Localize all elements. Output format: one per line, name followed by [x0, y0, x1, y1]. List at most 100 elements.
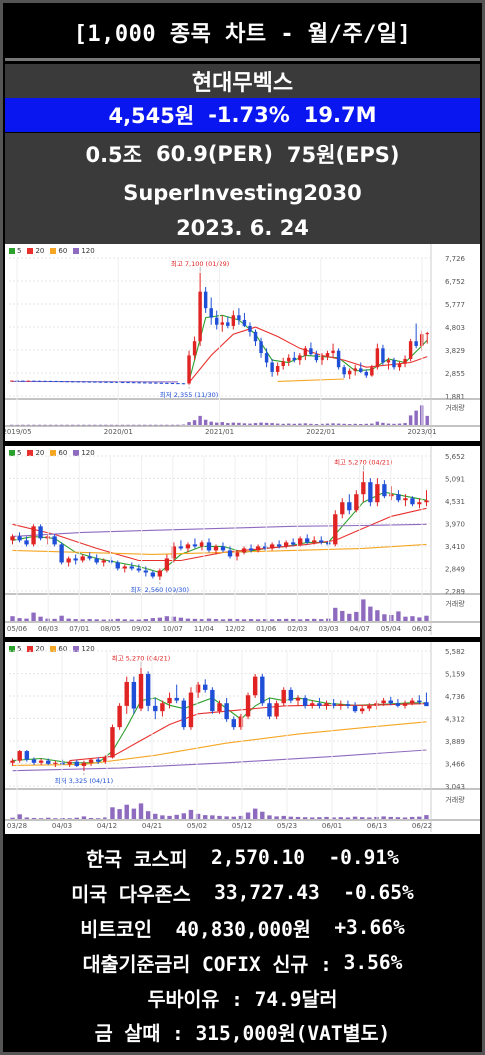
legend-label: 5 [17, 645, 22, 653]
legend-label: 20 [35, 247, 45, 255]
volume-bar [231, 816, 236, 819]
volume-bar [74, 817, 80, 819]
x-tick-label: 06/22 [412, 822, 432, 830]
volume-bar [65, 424, 69, 426]
volume-bar [98, 424, 103, 426]
volume-bar [70, 424, 75, 426]
volume-bar [131, 808, 137, 819]
volume-bar [314, 424, 319, 425]
candle-body [425, 333, 429, 335]
candle-body [82, 381, 86, 383]
volume-bar [252, 808, 258, 819]
candle-body [181, 383, 186, 385]
candle-body [145, 673, 151, 706]
volume-bar [424, 815, 429, 819]
volume-bar [292, 423, 297, 425]
candle-body [88, 759, 94, 763]
candle-body [10, 380, 14, 382]
volume-bar [126, 424, 130, 426]
candle-body [375, 484, 380, 503]
legend-swatch [9, 646, 15, 652]
x-tick-label: 10/07 [163, 625, 183, 633]
candle-body [59, 381, 64, 383]
x-tick-label: 05/06 [7, 625, 28, 633]
volume-bar [67, 818, 72, 819]
volume-bar [185, 618, 191, 621]
volume-bar [336, 423, 341, 425]
volume-bar [248, 619, 254, 621]
footer-value: 74.9달러 [254, 987, 338, 1011]
volume-bar [386, 423, 391, 425]
candle-body [325, 353, 330, 357]
y-tick-label: 5,777 [445, 301, 465, 309]
volume-bar [333, 607, 338, 621]
y-tick-label: 7,726 [445, 255, 466, 263]
volume-bar [15, 424, 20, 426]
candle-body [136, 568, 141, 571]
candle-body [298, 355, 302, 361]
candle-body [195, 684, 201, 693]
legend-item: 120 [73, 247, 95, 255]
x-tick-label: 2020/01 [104, 428, 133, 436]
candle-body [287, 357, 291, 362]
x-tick-label: 02/03 [287, 625, 307, 633]
volume-bar [60, 817, 65, 819]
volume-bar [417, 816, 422, 819]
candle-body [217, 703, 222, 712]
volume-bar [46, 817, 51, 819]
volume-bar [305, 619, 310, 621]
candle-body [154, 382, 158, 384]
volume-bar [160, 815, 165, 819]
extreme-annotation: 최저 2,355 (11/30) [160, 390, 219, 399]
volume-bar [76, 424, 80, 426]
widget-title-text: [1,000 종목 차트 - 월/주/일] [73, 21, 412, 47]
x-tick-label: 09/02 [132, 625, 152, 633]
legend-label: 60 [58, 449, 68, 457]
legend-swatch [27, 450, 34, 456]
candle-body [298, 538, 303, 545]
candle-body [331, 350, 335, 354]
candle-body [87, 381, 92, 383]
volume-bar [137, 424, 141, 426]
volume-bar [165, 424, 169, 426]
candle-body [241, 548, 247, 553]
candle-body [24, 540, 29, 545]
candle-body [103, 757, 108, 762]
candle-body [215, 317, 219, 325]
candle-body [324, 703, 329, 706]
volume-bar [283, 618, 289, 621]
volume-bar [210, 815, 215, 819]
ma-5-line [188, 314, 428, 382]
volume-bar [82, 424, 86, 426]
y-tick-label: 1,881 [445, 393, 465, 401]
footer-value: 40,830,000원 [175, 917, 311, 941]
candle-body [281, 689, 286, 704]
candle-body [95, 759, 101, 762]
volume-bar [276, 619, 282, 621]
volume-bar [21, 424, 25, 426]
y-tick-label: 4,736 [445, 693, 466, 701]
volume-bar [237, 422, 241, 425]
volume-label: 거래량 [445, 795, 465, 804]
legend-swatch [9, 248, 15, 254]
candle-body [310, 703, 315, 706]
candle-body [104, 381, 108, 383]
y-tick-label: 3,829 [445, 347, 465, 355]
volume-bar [32, 424, 36, 426]
candle-body [245, 695, 251, 717]
candle-body [382, 484, 387, 497]
volume-bar [142, 424, 147, 426]
footer-value: 33,727.43 [214, 880, 320, 904]
volume-bar [24, 817, 30, 819]
candle-body [224, 703, 229, 720]
candle-body [187, 355, 191, 384]
legend-swatch [50, 646, 57, 652]
date-text: 2023. 6. 24 [176, 215, 309, 240]
volume-bar [10, 616, 15, 621]
chart-legend: 5 20 60 120 [9, 449, 95, 457]
legend-label: 60 [58, 645, 68, 653]
volume-bar [370, 423, 374, 425]
per-value: 60.9(PER) [156, 142, 273, 166]
candle-body [375, 348, 380, 368]
candle-body [198, 291, 202, 342]
